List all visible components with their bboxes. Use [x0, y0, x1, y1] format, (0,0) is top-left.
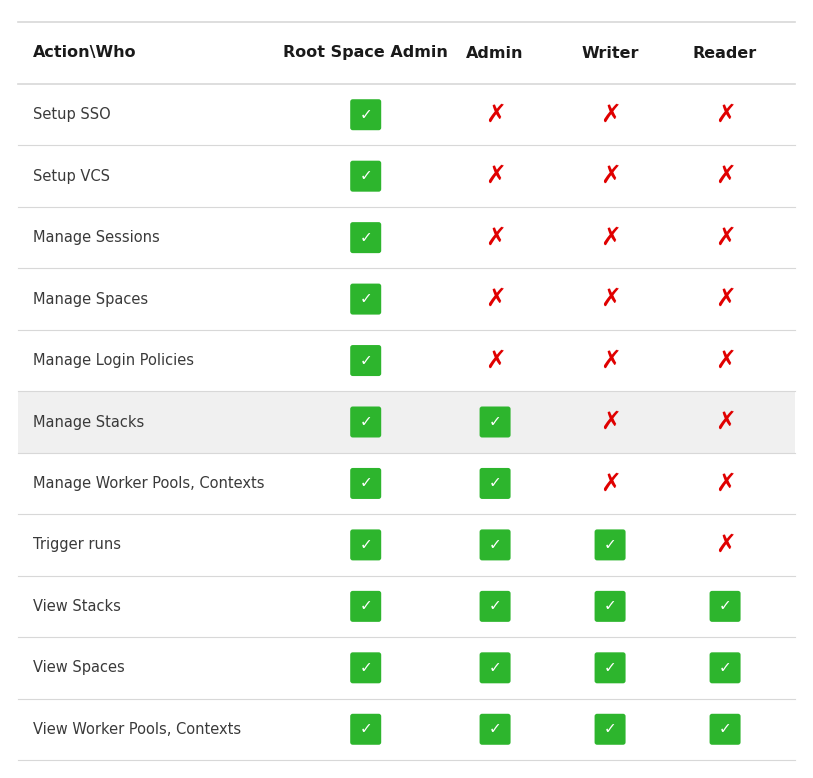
Text: ✓: ✓ [359, 475, 372, 490]
Bar [18, 268, 795, 330]
FancyBboxPatch shape [350, 591, 381, 622]
Text: ✗: ✗ [599, 287, 620, 311]
FancyBboxPatch shape [350, 345, 381, 376]
Text: Setup VCS: Setup VCS [33, 169, 110, 184]
Text: Manage Stacks: Manage Stacks [33, 415, 144, 429]
Text: ✓: ✓ [489, 537, 502, 552]
Text: View Worker Pools, Contexts: View Worker Pools, Contexts [33, 722, 241, 737]
Text: ✗: ✗ [715, 533, 736, 557]
Text: ✓: ✓ [359, 414, 372, 429]
FancyBboxPatch shape [350, 161, 381, 191]
FancyBboxPatch shape [480, 468, 511, 499]
Text: ✗: ✗ [485, 349, 506, 373]
Text: Action\Who: Action\Who [33, 45, 137, 61]
Text: ✓: ✓ [359, 230, 372, 244]
Text: ✗: ✗ [715, 287, 736, 311]
Bar [18, 84, 795, 145]
Text: ✓: ✓ [359, 598, 372, 613]
Text: ✗: ✗ [485, 226, 506, 250]
Text: ✗: ✗ [715, 471, 736, 496]
Bar [18, 391, 795, 453]
FancyBboxPatch shape [594, 652, 625, 683]
Text: Manage Sessions: Manage Sessions [33, 230, 159, 245]
Text: ✗: ✗ [485, 103, 506, 127]
Text: ✗: ✗ [599, 226, 620, 250]
Text: ✓: ✓ [489, 475, 502, 490]
Text: ✓: ✓ [604, 721, 616, 736]
Bar [18, 145, 795, 207]
Text: ✓: ✓ [359, 168, 372, 183]
FancyBboxPatch shape [594, 713, 625, 745]
Text: ✗: ✗ [715, 164, 736, 188]
Bar [18, 576, 795, 637]
FancyBboxPatch shape [594, 529, 625, 560]
Text: Writer: Writer [581, 45, 639, 61]
Text: ✗: ✗ [715, 410, 736, 434]
Bar [18, 453, 795, 514]
Text: ✓: ✓ [359, 291, 372, 306]
Bar [18, 514, 795, 576]
Text: ✓: ✓ [719, 598, 732, 613]
Text: ✓: ✓ [359, 352, 372, 367]
Text: Setup SSO: Setup SSO [33, 107, 111, 122]
Bar [18, 22, 795, 84]
FancyBboxPatch shape [480, 529, 511, 560]
Text: ✓: ✓ [719, 721, 732, 736]
Text: ✗: ✗ [715, 226, 736, 250]
Text: ✗: ✗ [485, 164, 506, 188]
Text: ✓: ✓ [604, 598, 616, 613]
FancyBboxPatch shape [350, 529, 381, 560]
Text: View Spaces: View Spaces [33, 661, 124, 675]
FancyBboxPatch shape [350, 652, 381, 683]
Text: ✗: ✗ [599, 410, 620, 434]
FancyBboxPatch shape [480, 713, 511, 745]
Text: ✗: ✗ [715, 349, 736, 373]
Text: ✗: ✗ [715, 103, 736, 127]
Text: ✓: ✓ [489, 660, 502, 675]
FancyBboxPatch shape [480, 652, 511, 683]
Text: Root Space Admin: Root Space Admin [283, 45, 448, 61]
FancyBboxPatch shape [350, 406, 381, 437]
Bar [18, 637, 795, 699]
Text: ✓: ✓ [359, 537, 372, 552]
Text: Manage Spaces: Manage Spaces [33, 292, 148, 307]
Text: ✓: ✓ [359, 660, 372, 675]
Text: ✓: ✓ [719, 660, 732, 675]
Text: ✗: ✗ [485, 287, 506, 311]
FancyBboxPatch shape [710, 713, 741, 745]
Text: ✓: ✓ [604, 660, 616, 675]
Text: Manage Worker Pools, Contexts: Manage Worker Pools, Contexts [33, 476, 264, 491]
FancyBboxPatch shape [594, 591, 625, 622]
Text: Admin: Admin [467, 45, 524, 61]
Text: Reader: Reader [693, 45, 757, 61]
Text: ✓: ✓ [359, 107, 372, 121]
FancyBboxPatch shape [350, 100, 381, 130]
Text: ✓: ✓ [489, 721, 502, 736]
FancyBboxPatch shape [350, 223, 381, 253]
Bar [18, 699, 795, 760]
Text: Manage Login Policies: Manage Login Policies [33, 353, 194, 368]
FancyBboxPatch shape [710, 652, 741, 683]
FancyBboxPatch shape [350, 284, 381, 314]
Bar [18, 207, 795, 268]
FancyBboxPatch shape [480, 591, 511, 622]
Text: ✓: ✓ [489, 598, 502, 613]
Text: View Stacks: View Stacks [33, 599, 121, 614]
Text: ✓: ✓ [489, 414, 502, 429]
Text: ✗: ✗ [599, 103, 620, 127]
Text: ✗: ✗ [599, 164, 620, 188]
Text: ✓: ✓ [359, 721, 372, 736]
Text: ✗: ✗ [599, 349, 620, 373]
FancyBboxPatch shape [710, 591, 741, 622]
Bar [18, 330, 795, 391]
FancyBboxPatch shape [350, 468, 381, 499]
Text: Trigger runs: Trigger runs [33, 538, 121, 552]
FancyBboxPatch shape [350, 713, 381, 745]
Text: ✗: ✗ [599, 471, 620, 496]
FancyBboxPatch shape [480, 406, 511, 437]
Text: ✓: ✓ [604, 537, 616, 552]
